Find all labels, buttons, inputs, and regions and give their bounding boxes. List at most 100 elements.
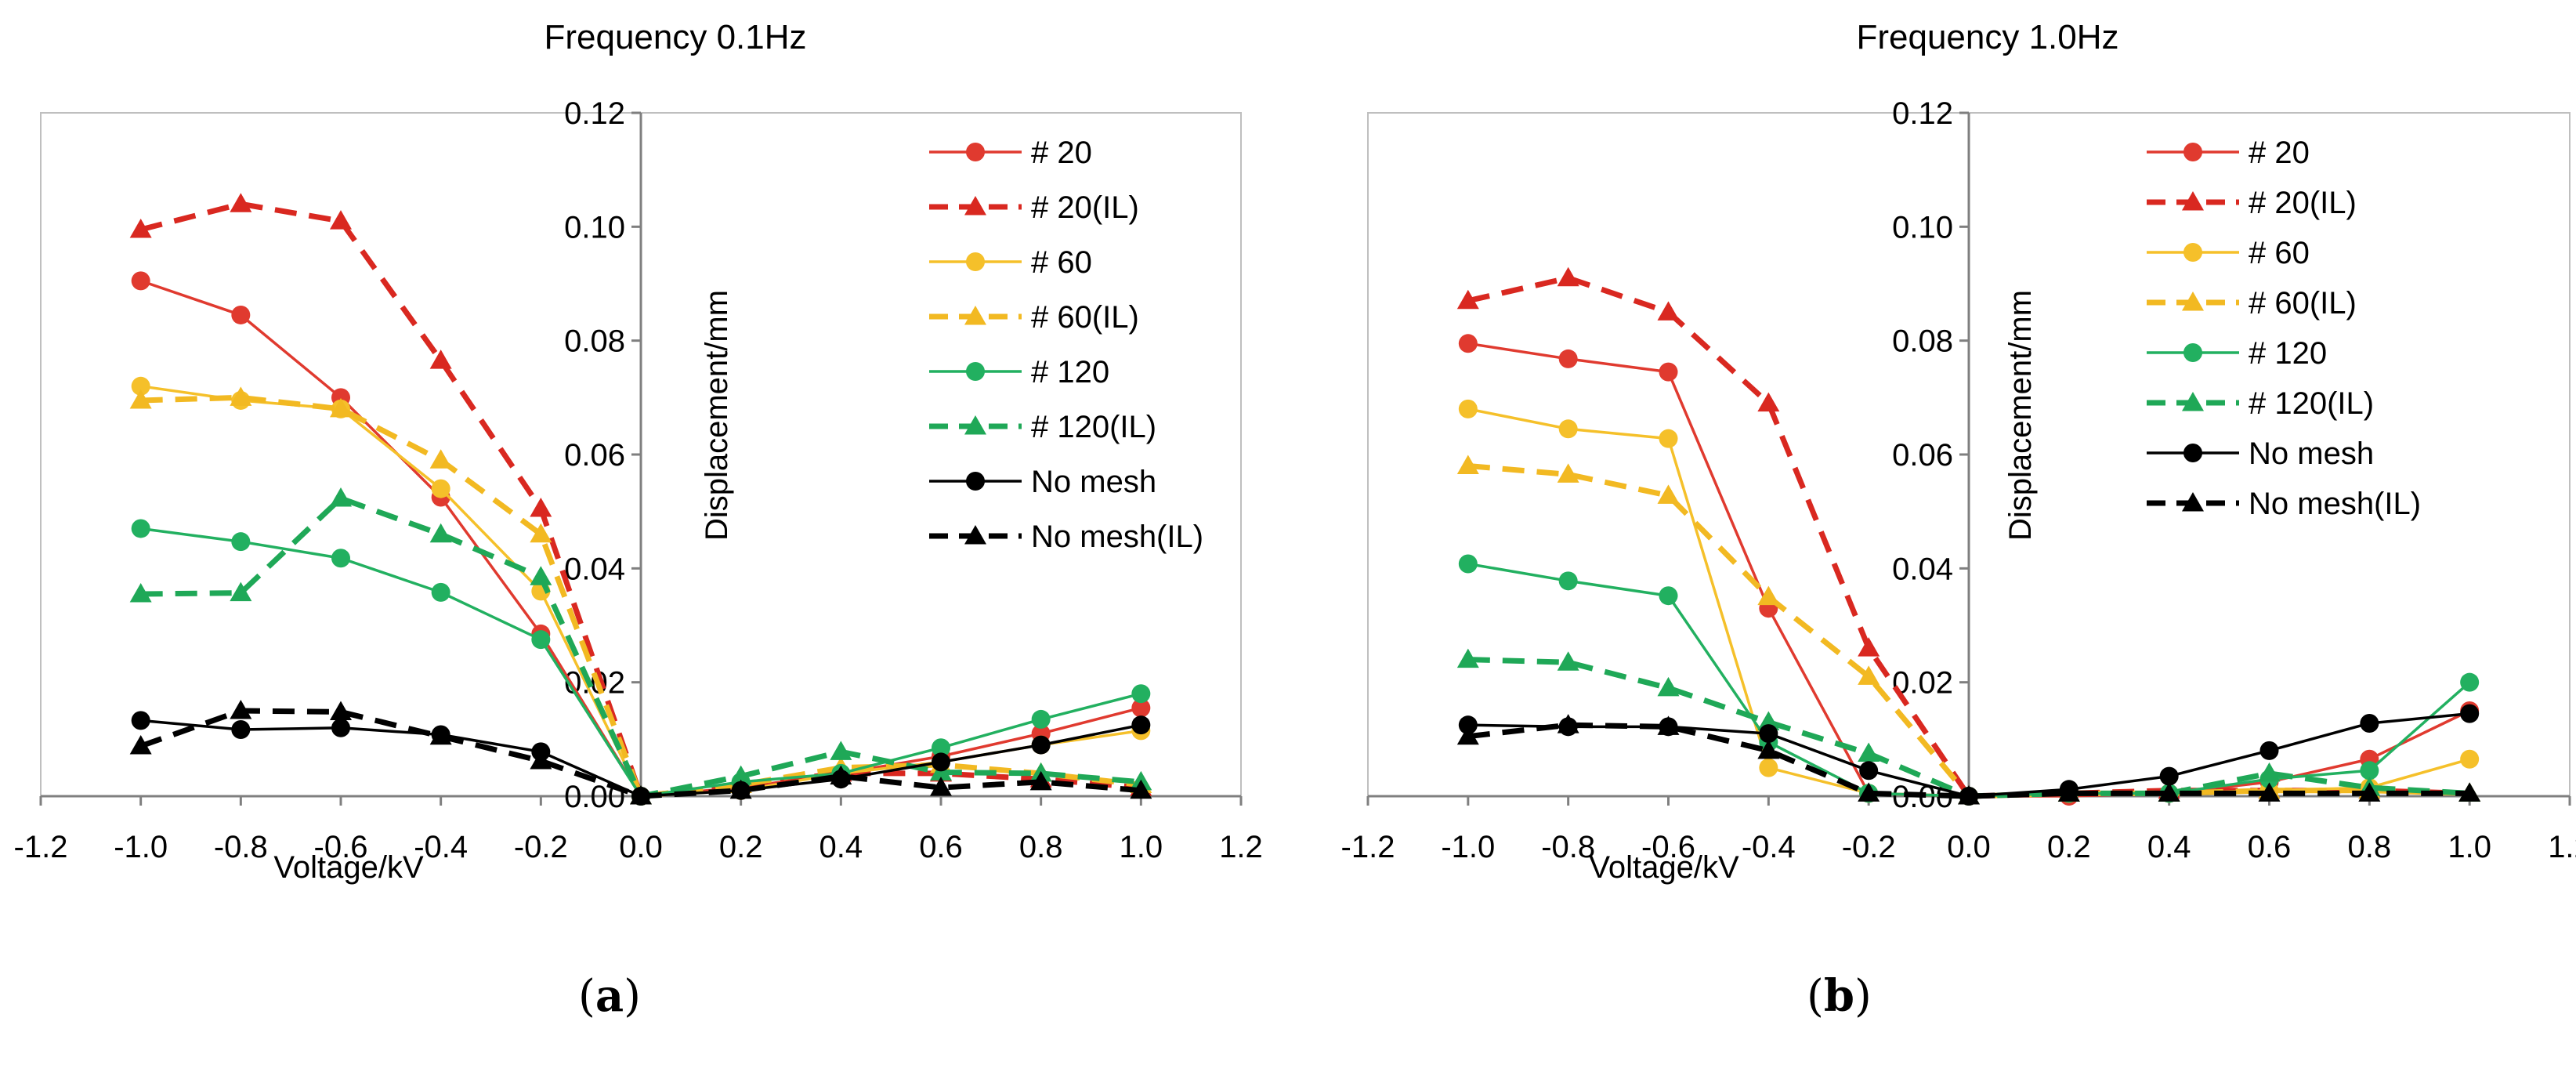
- chart-a-data-point: [830, 741, 852, 760]
- chart-b-data-point: [1757, 392, 1780, 412]
- chart-b-x-tick-label: 0.6: [2248, 830, 2292, 864]
- panel-a-label: a: [595, 970, 624, 1022]
- chart-a-data-point: [530, 749, 552, 770]
- chart-a-y-tick-label: 0.12: [564, 96, 625, 131]
- chart-a-x-tick-label: 1.2: [1219, 830, 1263, 864]
- chart-b-legend-marker: [2182, 191, 2204, 211]
- chart-b-x-tick-label: -0.2: [1842, 830, 1896, 864]
- chart-a-data-point: [231, 305, 251, 324]
- chart-a-legend-entry: No mesh: [929, 465, 1156, 499]
- chart-a-data-point: [729, 765, 752, 785]
- chart-b-data-point: [1458, 334, 1478, 353]
- chart-b-data-point: [1759, 758, 1778, 777]
- chart-a-x-tick-label: -1.2: [14, 830, 68, 864]
- chart-b-data-point: [1557, 714, 1579, 733]
- chart-a-x-tick-label: -0.8: [214, 830, 268, 864]
- chart-b-svg: -1.2 -1.0 -0.8 -0.6 -0.4 -0.2 0.0 0.2 0.4 0.6 0.8 1…: [1341, 18, 2576, 885]
- chart-a-legend-marker: [966, 143, 985, 161]
- chart-a-data-point: [429, 350, 452, 369]
- chart-b-data-point: [1456, 648, 1479, 668]
- chart-b-series-line: [1467, 722, 2470, 799]
- chart-a-data-point: [729, 779, 752, 799]
- chart-b-x-tick-label: -1.2: [1341, 830, 1395, 864]
- chart-a-legend-entry: No mesh(IL): [929, 520, 1203, 554]
- chart-a-data-point: [1031, 735, 1051, 755]
- panel-b-caption: (b): [1807, 970, 1872, 1022]
- chart-b-legend-label: # 60(IL): [2249, 286, 2357, 321]
- chart-a-series-7: [129, 700, 1152, 805]
- chart-b-legend-marker: [2182, 392, 2204, 411]
- chart-a-legend-label: # 60(IL): [1031, 300, 1139, 335]
- chart-a-data-point: [1131, 698, 1151, 718]
- chart-b-data-point: [1659, 586, 1678, 606]
- chart-panel-a: -1.2 -1.0 -0.8 -0.6 -0.4 -0.2 0.0 0.2 0.4 0.6 0.8 1…: [14, 18, 1263, 1022]
- chart-a-data-point: [231, 532, 251, 552]
- chart-a-data-point: [431, 479, 450, 498]
- chart-a-x-tick-label: 0.6: [919, 830, 963, 864]
- chart-a-legend-marker: [966, 472, 985, 491]
- chart-a-data-point: [330, 210, 352, 230]
- chart-a-data-point: [830, 765, 852, 785]
- chart-b-data-point: [2460, 704, 2480, 723]
- chart-b-x-axis-label: Voltage/kV: [1589, 850, 1739, 885]
- panel-a-caption: (a): [578, 970, 642, 1022]
- chart-b-data-point: [2458, 782, 2481, 802]
- chart-a-data-point: [131, 711, 150, 730]
- chart-b-data-point: [1557, 651, 1579, 671]
- chart-b-x-tick-label: 0.2: [2047, 830, 2091, 864]
- chart-b-data-point: [1657, 301, 1680, 321]
- chart-b-legend-entry: # 60(IL): [2147, 286, 2357, 321]
- panel-b-label: b: [1823, 970, 1855, 1022]
- chart-b-data-point: [1458, 399, 1478, 418]
- chart-b-data-point: [1456, 289, 1479, 310]
- chart-b-y-tick-label: 0.10: [1892, 210, 1953, 244]
- chart-a-data-point: [932, 752, 950, 772]
- chart-a-data-point: [331, 549, 350, 568]
- chart-b-data-point: [1456, 725, 1479, 745]
- chart-b-y-tick-label: 0.06: [1892, 438, 1953, 473]
- chart-a-data-point: [1031, 709, 1051, 729]
- chart-a-data-point: [1131, 715, 1151, 735]
- chart-b-data-point: [1558, 419, 1578, 439]
- chart-b-data-point: [2057, 782, 2080, 802]
- chart-a-y-tick-label: 0.08: [564, 324, 625, 359]
- chart-b-title: Frequency 1.0Hz: [1856, 18, 2118, 56]
- chart-a-data-point: [429, 523, 452, 543]
- chart-a-y-tick-label: 0.10: [564, 210, 625, 244]
- chart-b-legend-marker: [2183, 143, 2202, 161]
- chart-b-x-tick-label: -0.8: [1541, 830, 1595, 864]
- chart-b-data-point: [1858, 782, 1880, 802]
- chart-a-legend-entry: # 60(IL): [929, 300, 1139, 335]
- chart-b-legend-entry: # 120(IL): [2147, 386, 2374, 421]
- chart-b-data-point: [2360, 713, 2379, 733]
- chart-a-x-tick-label: 0.0: [619, 830, 663, 864]
- chart-b-data-point: [2460, 672, 2480, 692]
- chart-b-legend-marker: [2183, 343, 2202, 362]
- chart-a-legend-marker: [964, 415, 986, 435]
- chart-a-y-tick-label: 0.06: [564, 438, 625, 473]
- chart-a-data-point: [429, 725, 452, 745]
- chart-a-data-point: [530, 523, 552, 543]
- chart-a-data-point: [431, 582, 450, 602]
- chart-b-legend-entry: # 60: [2147, 236, 2310, 270]
- chart-b-legend-label: # 120(IL): [2249, 386, 2374, 421]
- chart-a-data-point: [129, 389, 152, 409]
- chart-b-legend-label: # 120: [2249, 336, 2327, 371]
- chart-a-data-point: [129, 583, 152, 603]
- chart-b-data-point: [1757, 711, 1780, 731]
- chart-a-legend-label: # 60: [1031, 245, 1092, 280]
- chart-b-data-point: [1659, 362, 1678, 382]
- chart-a-svg: -1.2 -1.0 -0.8 -0.6 -0.4 -0.2 0.0 0.2 0.4 0.6 0.8 1…: [14, 18, 1263, 885]
- chart-a-x-tick-label: -1.0: [114, 830, 168, 864]
- chart-b-data-point: [1557, 463, 1579, 483]
- chart-b-data-point: [1558, 571, 1578, 591]
- chart-a-legend-entry: # 60: [929, 245, 1092, 280]
- chart-a-legend-marker: [964, 306, 986, 325]
- chart-a-data-point: [530, 566, 552, 585]
- chart-b-data-point: [1558, 349, 1578, 368]
- chart-b-data-point: [1958, 785, 1980, 805]
- chart-b-data-point: [2159, 766, 2179, 786]
- chart-b-legend-label: # 20: [2249, 136, 2310, 170]
- chart-a-data-point: [930, 777, 952, 796]
- chart-b-legend-marker: [2183, 444, 2202, 462]
